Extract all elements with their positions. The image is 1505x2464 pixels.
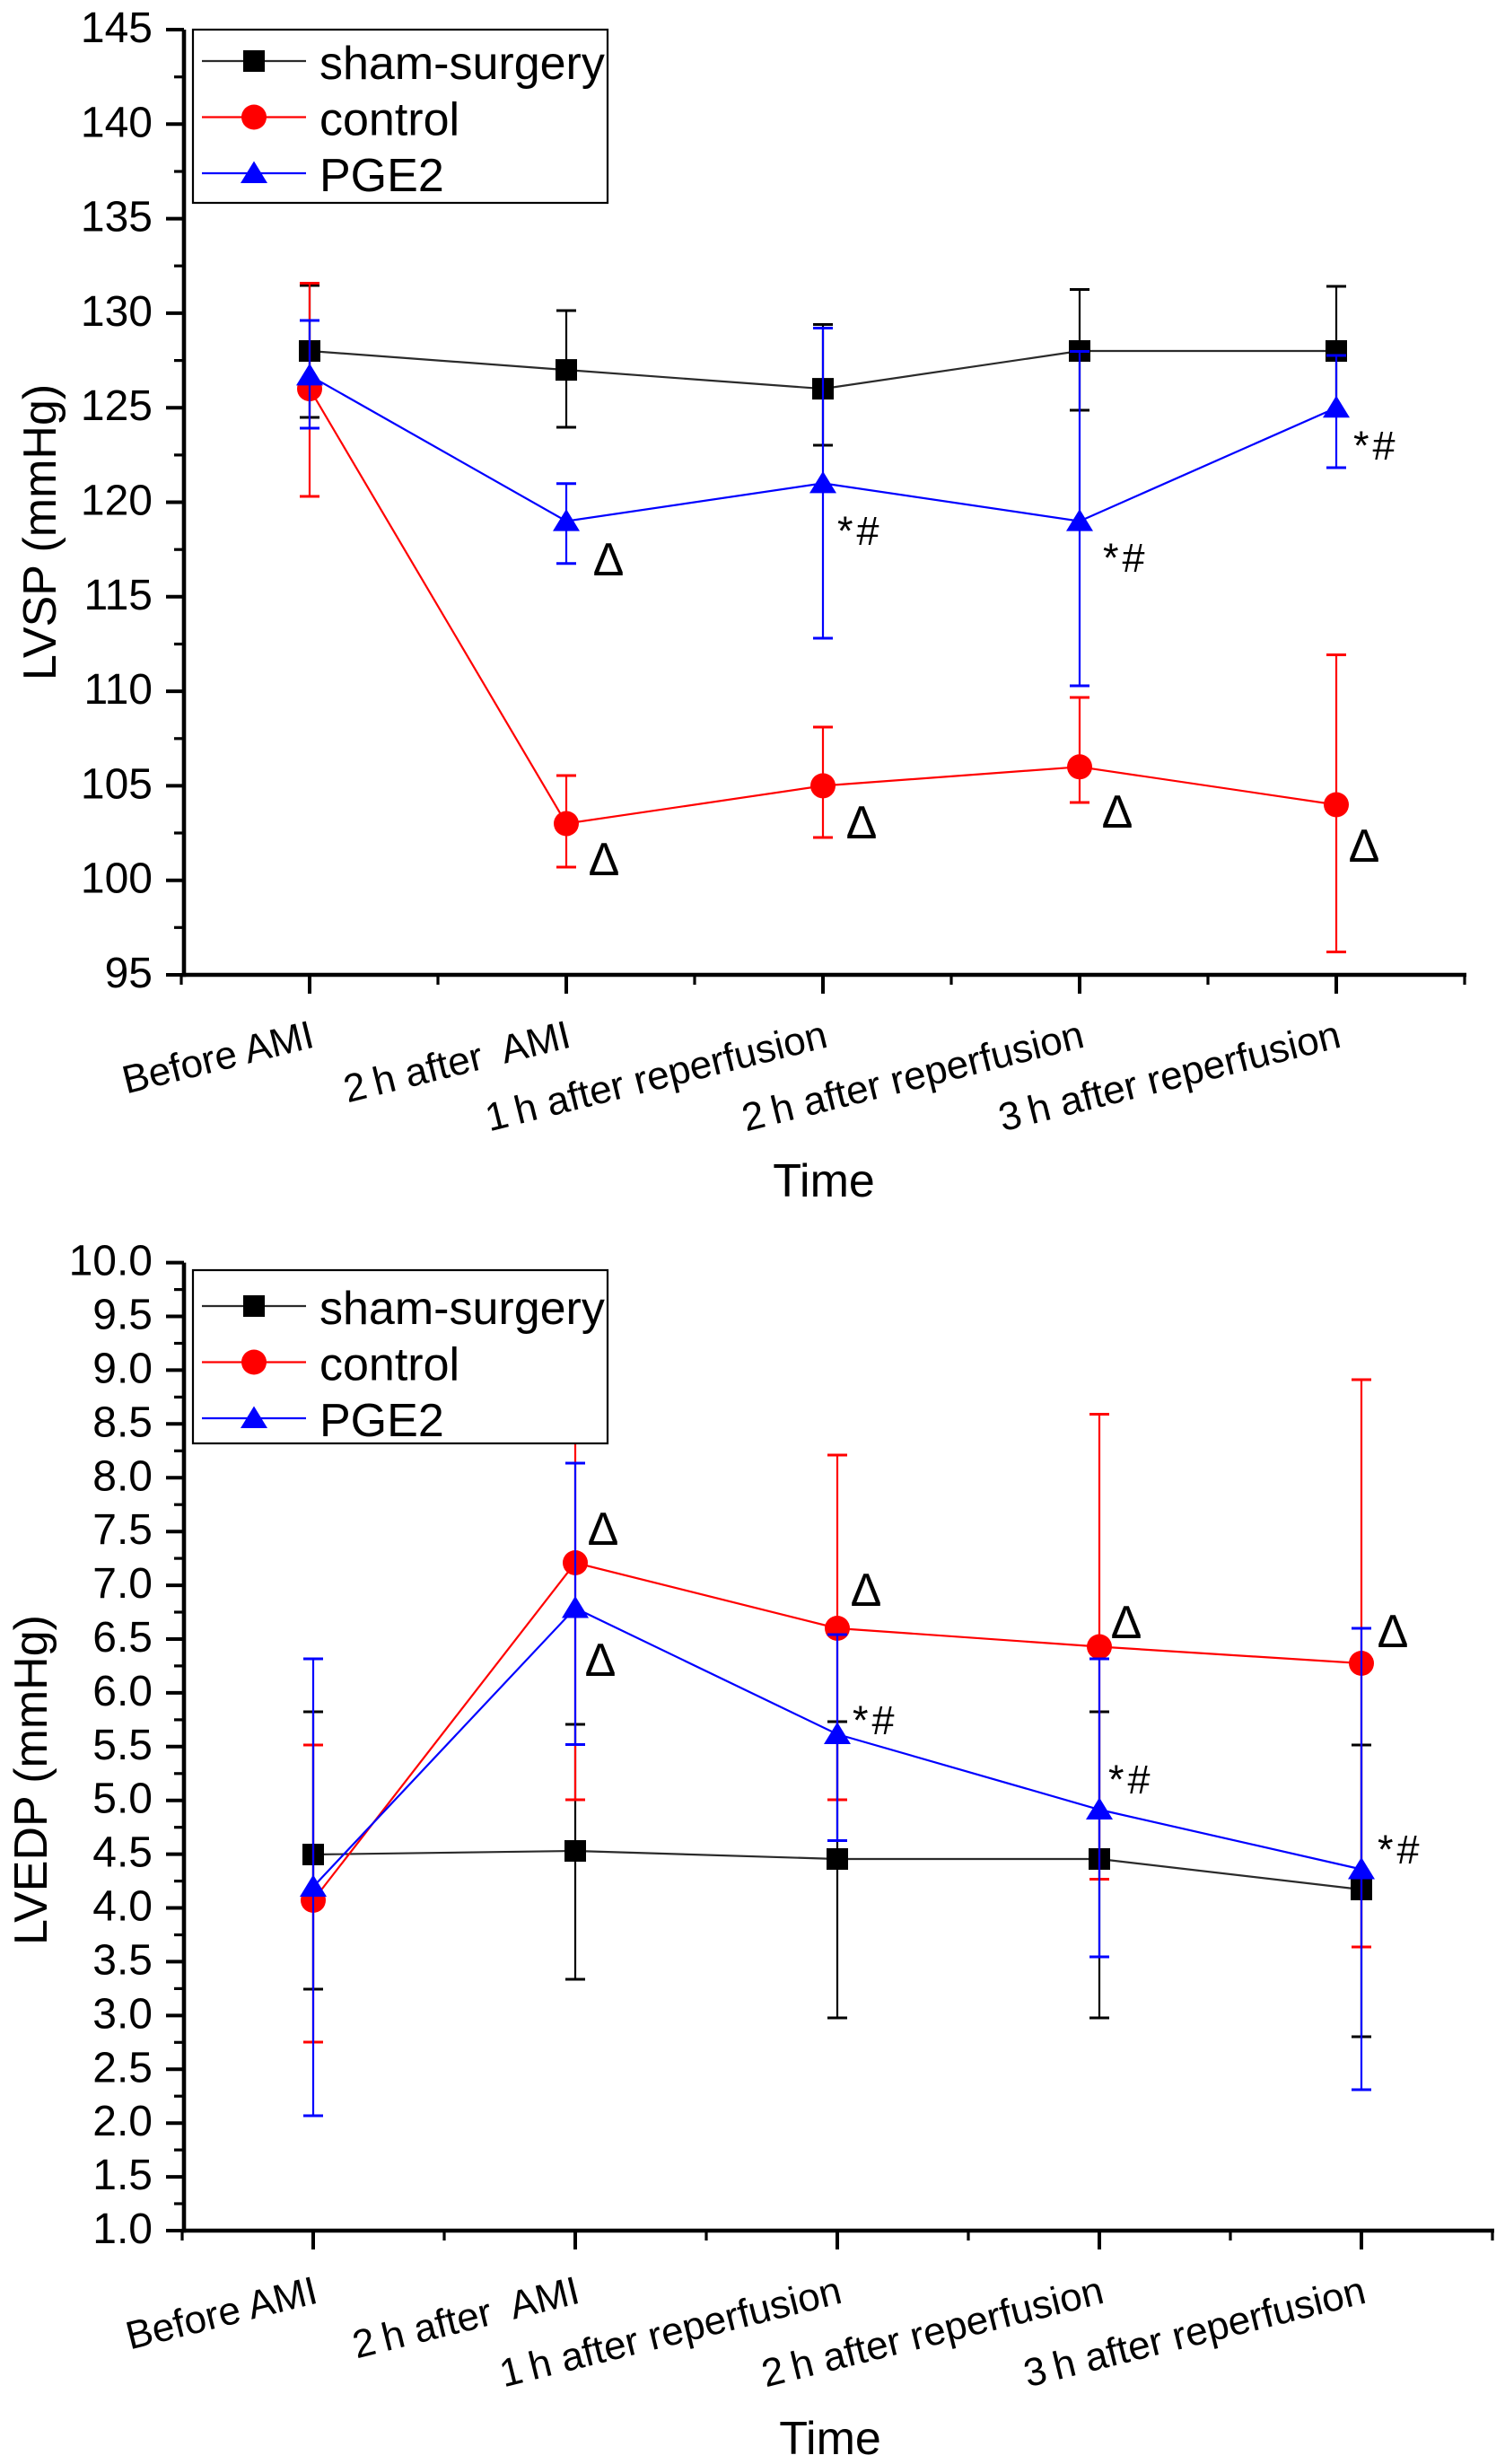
svg-text:2.5: 2.5: [92, 2044, 153, 2091]
svg-text:Time: Time: [773, 1155, 875, 1207]
svg-text:*#: *#: [1353, 423, 1399, 469]
svg-text:9.5: 9.5: [92, 1292, 153, 1339]
svg-text:120: 120: [81, 478, 153, 525]
svg-text:115: 115: [83, 572, 153, 619]
svg-text:1.5: 1.5: [92, 2152, 153, 2199]
svg-text:Before AMI: Before AMI: [118, 1013, 318, 1102]
svg-text:10.0: 10.0: [69, 1238, 153, 1285]
svg-text:145: 145: [81, 4, 153, 52]
svg-text:Δ: Δ: [851, 1565, 882, 1617]
svg-text:4.5: 4.5: [92, 1829, 153, 1877]
svg-text:*#: *#: [1108, 1757, 1154, 1802]
svg-text:*#: *#: [1378, 1827, 1423, 1872]
svg-text:7.5: 7.5: [92, 1506, 153, 1554]
svg-text:sham-surgery: sham-surgery: [319, 38, 605, 90]
svg-text:Δ: Δ: [1378, 1606, 1409, 1658]
svg-text:sham-surgery: sham-surgery: [319, 1283, 605, 1335]
svg-text:Δ: Δ: [846, 797, 878, 849]
svg-text:Δ: Δ: [1102, 786, 1133, 838]
svg-text:5.0: 5.0: [92, 1776, 153, 1823]
svg-text:*#: *#: [1103, 535, 1149, 581]
svg-text:7.0: 7.0: [92, 1560, 153, 1608]
svg-text:1.0: 1.0: [92, 2205, 153, 2253]
svg-text:control: control: [319, 1339, 459, 1391]
svg-text:*#: *#: [853, 1697, 898, 1743]
svg-text:100: 100: [81, 855, 153, 903]
svg-text:3.5: 3.5: [92, 1936, 153, 1984]
svg-text:140: 140: [81, 99, 153, 146]
svg-text:105: 105: [81, 760, 153, 808]
svg-text:95: 95: [105, 950, 153, 997]
svg-text:Δ: Δ: [589, 834, 620, 886]
svg-text:130: 130: [81, 288, 153, 336]
svg-text:LVEDP (mmHg): LVEDP (mmHg): [5, 1615, 57, 1945]
svg-text:Before AMI: Before AMI: [121, 2268, 321, 2358]
svg-text:LVSP (mmHg): LVSP (mmHg): [14, 384, 66, 680]
svg-text:3.0: 3.0: [92, 1990, 153, 2038]
svg-text:Time: Time: [779, 2413, 881, 2464]
svg-text:Δ: Δ: [1349, 820, 1380, 872]
svg-text:8.5: 8.5: [92, 1399, 153, 1446]
svg-text:5.5: 5.5: [92, 1722, 153, 1769]
svg-text:8.0: 8.0: [92, 1452, 153, 1500]
svg-text:Δ: Δ: [1111, 1597, 1142, 1649]
svg-text:*#: *#: [837, 508, 883, 554]
svg-text:control: control: [319, 94, 459, 146]
svg-text:6.5: 6.5: [92, 1614, 153, 1662]
svg-text:Δ: Δ: [593, 534, 625, 586]
svg-text:Δ: Δ: [585, 1635, 617, 1687]
svg-text:9.0: 9.0: [92, 1345, 153, 1392]
svg-text:110: 110: [83, 666, 153, 714]
svg-text:PGE2: PGE2: [319, 1395, 444, 1447]
svg-text:2.0: 2.0: [92, 2098, 153, 2145]
svg-text:Δ: Δ: [588, 1504, 619, 1556]
svg-text:PGE2: PGE2: [319, 150, 444, 202]
svg-text:4.0: 4.0: [92, 1883, 153, 1931]
svg-text:125: 125: [81, 382, 153, 430]
svg-text:6.0: 6.0: [92, 1668, 153, 1715]
svg-text:135: 135: [81, 194, 153, 241]
